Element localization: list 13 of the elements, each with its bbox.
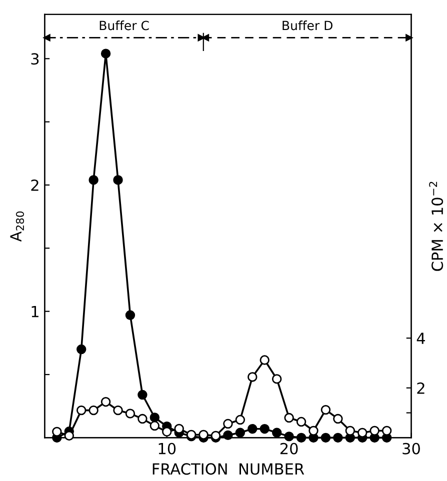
x-tick-label: 20 bbox=[280, 442, 298, 454]
annotation: Buffer D bbox=[282, 20, 332, 30]
annotation: Buffer C bbox=[100, 20, 149, 30]
x-tick-label: 10 bbox=[158, 442, 176, 454]
y-axis-title: A$_{280}$ bbox=[10, 212, 24, 242]
y2-tick-label: 2 bbox=[417, 382, 424, 394]
y-tick-label: 3 bbox=[31, 53, 39, 65]
y-tick-label: 1 bbox=[32, 306, 38, 318]
y2-axis-title: CPM × 10$^{−2}$ bbox=[429, 182, 444, 271]
y-tick-label: 2 bbox=[31, 179, 38, 191]
y2-tick-label: 4 bbox=[416, 332, 425, 344]
x-tick-label: 30 bbox=[402, 442, 420, 454]
x-axis-title: FRACTION NUMBER bbox=[152, 463, 304, 475]
